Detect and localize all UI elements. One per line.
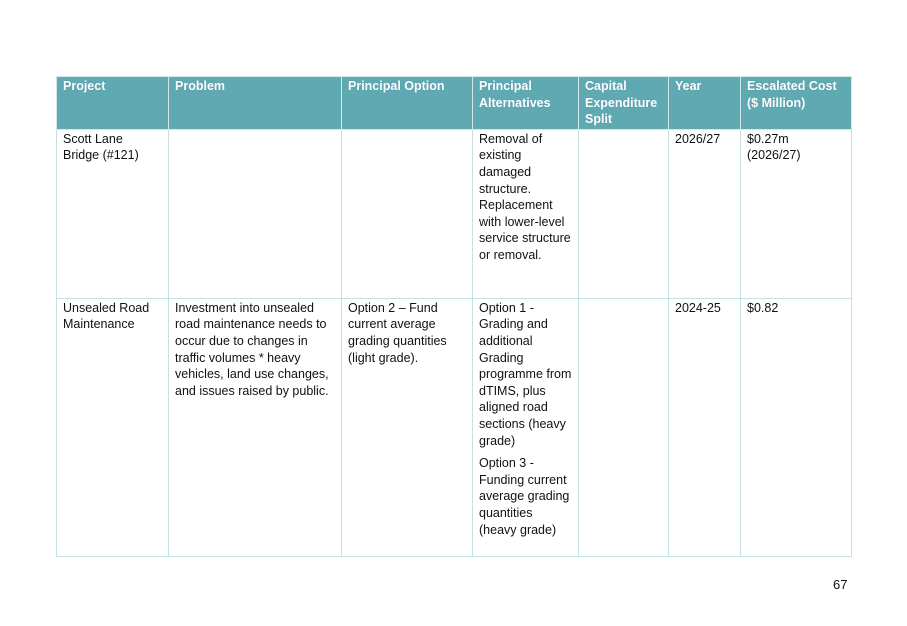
cell-capex-split [578,128,669,299]
cell-capex-split [578,297,669,557]
cell-year: 2026/27 [668,128,741,299]
table-row: Scott Lane Bridge (#121) Removal of exis… [56,128,852,299]
alternative-text: Option 3 - Funding current average gradi… [479,456,570,537]
cell-project: Unsealed Road Maintenance [56,297,169,557]
table-header-row: Project Problem Principal Option Princip… [56,76,852,130]
header-escalated-cost: Escalated Cost ($ Million) [740,76,852,130]
table-row: Unsealed Road Maintenance Investment int… [56,297,852,557]
header-problem: Problem [168,76,342,130]
cell-problem [168,128,342,299]
cell-principal-option: Option 2 – Fund current average grading … [341,297,473,557]
header-year: Year [668,76,741,130]
cell-principal-alternatives: Removal of existing damaged structure. R… [472,128,579,299]
header-capital-expenditure-split: Capital Expenditure Split [578,76,669,130]
header-principal-option: Principal Option [341,76,473,130]
cell-escalated-cost: $0.82 [740,297,852,557]
alternative-text: Removal of existing damaged structure. R… [479,131,571,262]
cell-principal-option [341,128,473,299]
page-number: 67 [833,577,848,592]
alternative-text: Option 1 - Grading and additional Gradin… [479,300,572,448]
cell-project: Scott Lane Bridge (#121) [56,128,169,299]
cell-escalated-cost: $0.27m (2026/27) [740,128,852,299]
cell-year: 2024-25 [668,297,741,557]
cell-principal-alternatives: Option 1 - Grading and additional Gradin… [472,297,579,557]
header-principal-alternatives: Principal Alternatives [472,76,579,130]
header-project: Project [56,76,169,130]
cell-problem: Investment into unsealed road maintenanc… [168,297,342,557]
project-table: Project Problem Principal Option Princip… [56,76,852,557]
